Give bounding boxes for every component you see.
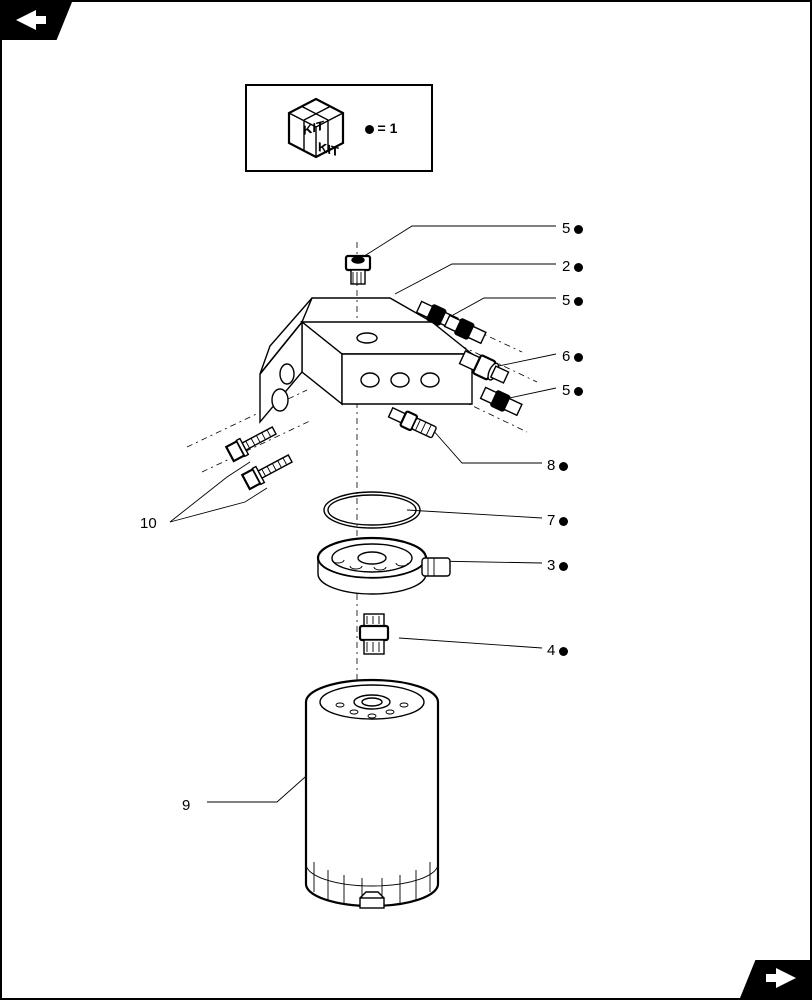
callout-9-num: 9 [182, 797, 190, 814]
o-ring [324, 492, 420, 528]
callout-5a-num: 5 [562, 220, 570, 237]
callout-7: 7 [547, 512, 568, 529]
diagram-page: KIT KIT = 1 [0, 0, 812, 1000]
callout-9: 9 [182, 797, 190, 814]
kit-equals-text: = 1 [378, 120, 398, 136]
callout-10: 10 [140, 515, 157, 532]
callout-6-dot [574, 353, 583, 362]
prev-page-badge[interactable] [2, 2, 72, 40]
filter-cartridge [306, 680, 438, 908]
callout-5a: 5 [562, 220, 583, 237]
callout-5c: 5 [562, 382, 583, 399]
leader-lines [170, 226, 556, 802]
sensor-8 [387, 405, 437, 440]
callout-3-num: 3 [547, 557, 555, 574]
plug-top [346, 256, 370, 284]
filter-head-bracket [260, 298, 472, 422]
kit-icon: KIT KIT [281, 93, 351, 163]
callout-5c-dot [574, 387, 583, 396]
fittings-upper-right [416, 300, 487, 345]
callout-8-dot [559, 462, 568, 471]
callout-4-num: 4 [547, 642, 555, 659]
callout-3-dot [559, 562, 568, 571]
callout-8: 8 [547, 457, 568, 474]
callout-5b-num: 5 [562, 292, 570, 309]
callout-6: 6 [562, 348, 583, 365]
callout-8-num: 8 [547, 457, 555, 474]
callout-5b-dot [574, 297, 583, 306]
callout-2-dot [574, 263, 583, 272]
centerlines [187, 242, 537, 902]
callout-2-num: 2 [562, 258, 570, 275]
callout-4-dot [559, 647, 568, 656]
callout-5c-num: 5 [562, 382, 570, 399]
nipple-4 [360, 614, 388, 654]
callout-2: 2 [562, 258, 583, 275]
callout-10-num: 10 [140, 515, 157, 532]
adapter-3 [318, 538, 450, 594]
kit-equals-label: = 1 [361, 120, 398, 136]
fitting-5-lower [480, 386, 523, 417]
next-page-badge[interactable] [740, 960, 810, 998]
callout-7-dot [559, 517, 568, 526]
bolt-b [242, 451, 295, 490]
callout-5a-dot [574, 225, 583, 234]
fitting-6 [458, 348, 510, 386]
kit-legend-box: KIT KIT = 1 [245, 84, 433, 172]
callout-3: 3 [547, 557, 568, 574]
callout-6-num: 6 [562, 348, 570, 365]
callout-4: 4 [547, 642, 568, 659]
kit-dot-icon [365, 125, 374, 134]
callout-5b: 5 [562, 292, 583, 309]
bolt-a [226, 423, 279, 462]
callout-7-num: 7 [547, 512, 555, 529]
